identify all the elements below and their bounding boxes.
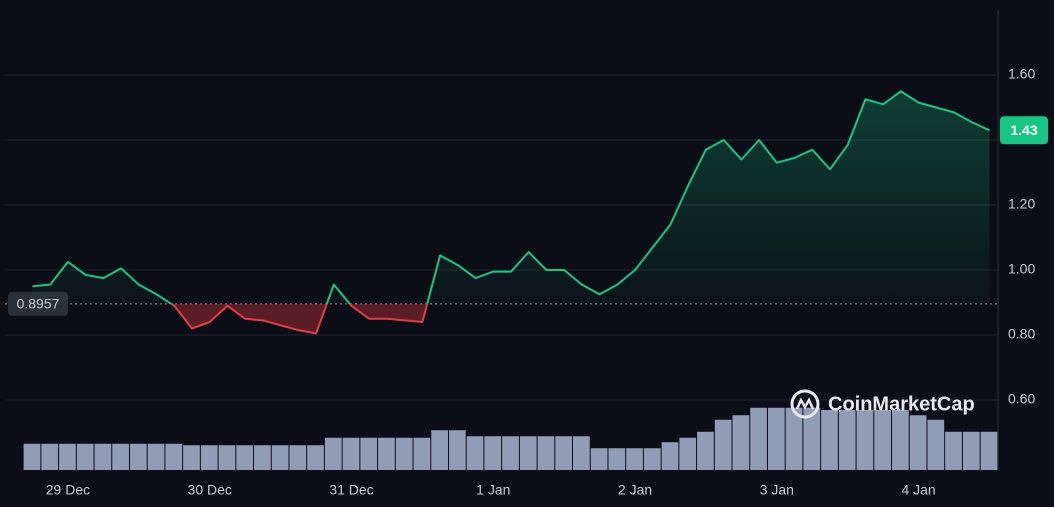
plot: 0.8957	[5, 90, 998, 335]
volume-bar	[41, 443, 59, 470]
x-tick-label: 1 Jan	[476, 482, 510, 498]
last-price-label: 1.43	[1010, 122, 1037, 138]
volume-bar	[750, 407, 767, 470]
volume-bar	[643, 448, 661, 470]
x-tick-label: 2 Jan	[618, 482, 652, 498]
volume-bar	[378, 437, 395, 470]
volume-bar	[821, 410, 838, 470]
volume-bar	[183, 445, 200, 470]
volume-bar	[236, 445, 254, 470]
grid	[5, 10, 999, 470]
x-tick-label: 3 Jan	[760, 482, 794, 498]
volume-bar	[289, 445, 307, 470]
volume-bar	[307, 445, 324, 470]
y-tick-label: 0.60	[1008, 391, 1035, 407]
volume-bar	[165, 443, 183, 470]
volume-bar	[94, 443, 112, 470]
volume-bar	[838, 410, 856, 470]
volume-bar	[962, 431, 980, 470]
y-tick-label: 0.80	[1008, 326, 1035, 342]
volume-bar	[360, 437, 378, 470]
logo	[790, 389, 820, 419]
volume-bar	[129, 443, 147, 470]
price-area	[32, 91, 990, 334]
volume-bar	[484, 436, 502, 470]
volume-bar	[626, 448, 643, 470]
volume-bar	[519, 436, 537, 470]
volume-bar	[785, 407, 803, 470]
volume-bar	[909, 415, 927, 470]
volume-bar	[573, 436, 590, 470]
volume-bar	[218, 445, 236, 470]
volume-bar	[874, 410, 892, 470]
volume-bar	[537, 436, 555, 470]
volume-bar	[59, 443, 76, 470]
watermark: CoinMarketCap	[790, 389, 975, 419]
y-tick-label: 1.20	[1008, 196, 1035, 212]
price-line	[32, 90, 990, 335]
volume-bar	[679, 437, 697, 470]
x-tick-label: 4 Jan	[901, 482, 935, 498]
volume-bar	[697, 431, 714, 470]
volume-bar	[803, 407, 821, 470]
volume-bar	[147, 443, 165, 470]
x-tick-label: 29 Dec	[46, 482, 90, 498]
volume-bar	[23, 443, 41, 470]
volume-bar	[714, 419, 732, 470]
volume-bar	[342, 437, 360, 470]
volume-bar	[200, 445, 218, 470]
volume-bar	[980, 431, 998, 470]
volume-bar	[732, 415, 750, 470]
volume	[23, 407, 998, 470]
volume-bar	[590, 448, 608, 470]
y-tick-label: 1.00	[1008, 261, 1035, 277]
volume-bar	[608, 448, 626, 470]
volume-bar	[76, 443, 94, 470]
last-price-box	[1000, 116, 1048, 145]
volume-bar	[767, 407, 785, 470]
volume-bar	[661, 442, 679, 470]
x-tick-label: 31 Dec	[329, 482, 373, 498]
volume-bar	[502, 436, 519, 470]
volume-bar	[271, 445, 289, 470]
volume-bar	[254, 445, 271, 470]
volume-bar	[413, 437, 431, 470]
volume-bar	[324, 437, 342, 470]
logo-mark	[795, 397, 815, 410]
x-tick-label: 30 Dec	[188, 482, 232, 498]
volume-bar	[395, 437, 413, 470]
volume-bar	[856, 410, 874, 470]
volume-bar	[927, 419, 945, 470]
volume-bar	[555, 436, 573, 470]
volume-bar	[431, 430, 448, 470]
volume-bar	[448, 430, 466, 470]
volume-bar	[466, 436, 484, 470]
volume-bar	[892, 410, 909, 470]
watermark-text: CoinMarketCap	[828, 393, 975, 415]
volume-bar	[945, 431, 962, 470]
volume-bar	[112, 443, 129, 470]
y-tick-label: 1.60	[1008, 66, 1035, 82]
